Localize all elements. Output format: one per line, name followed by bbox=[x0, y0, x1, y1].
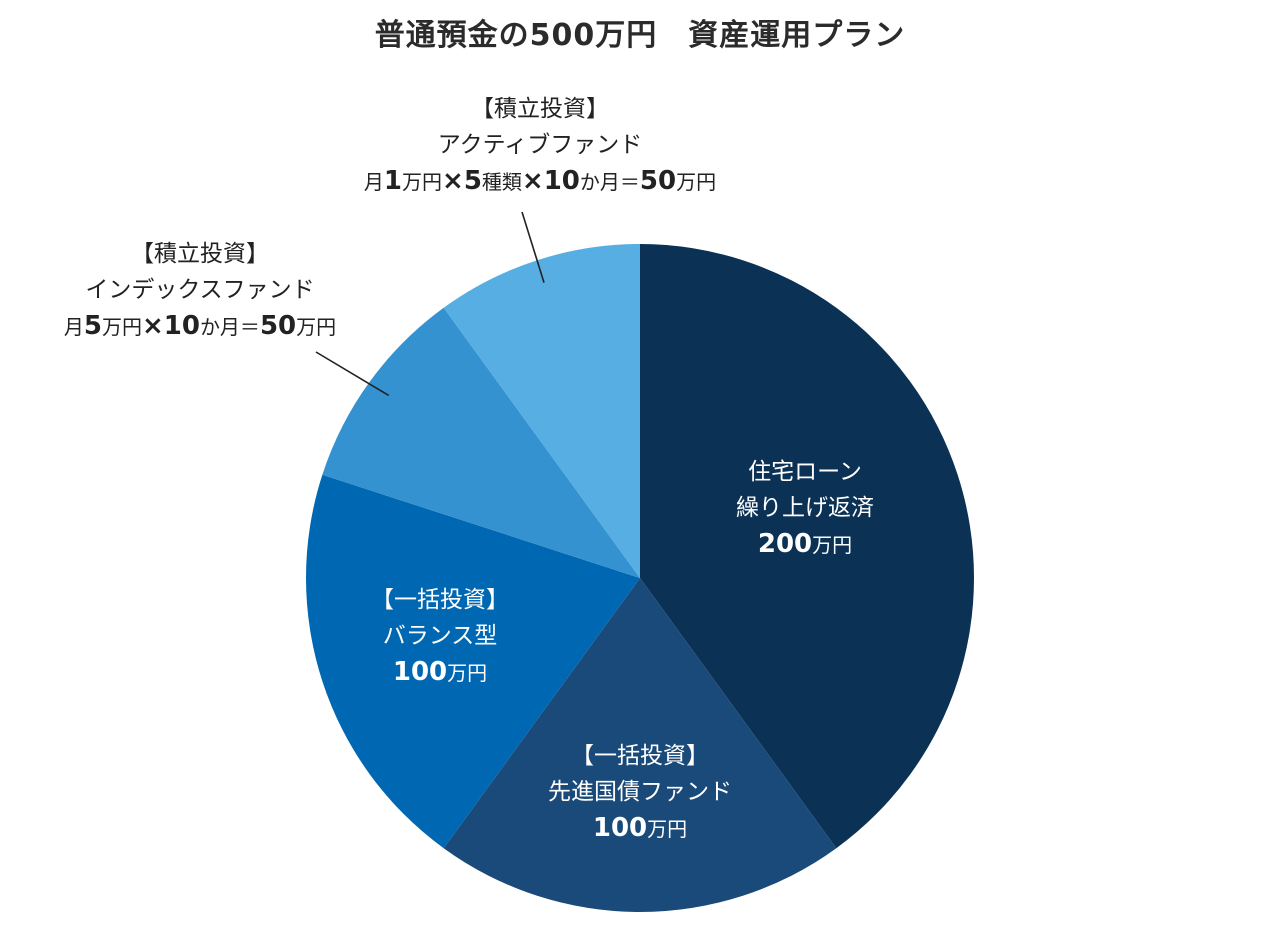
label-index-formula: 月5万円×10か月＝50万円 bbox=[63, 311, 337, 341]
label-bond-line2: 先進国債ファンド bbox=[548, 779, 732, 805]
label-active-formula: 月1万円×5種類×10か月＝50万円 bbox=[363, 166, 717, 196]
chart-title: 普通預金の500万円 資産運用プラン bbox=[374, 18, 906, 53]
pie-slice-bond bbox=[443, 578, 837, 912]
label-index: 【積立投資】 インデックスファンド 月5万円×10か月＝50万円 bbox=[20, 236, 380, 345]
label-index-line1: 【積立投資】 bbox=[131, 241, 269, 267]
label-housing-amount: 200万円 bbox=[757, 529, 853, 559]
label-balance: 【一括投資】 バランス型 100万円 bbox=[340, 582, 540, 691]
label-balance-amount: 100万円 bbox=[392, 657, 488, 687]
label-active-line1: 【積立投資】 bbox=[471, 96, 609, 122]
label-bond-amount: 100万円 bbox=[592, 813, 688, 843]
leader-line-index bbox=[315, 351, 390, 397]
label-bond-line1: 【一括投資】 bbox=[571, 743, 709, 769]
pie-slice-housing bbox=[640, 244, 975, 849]
label-balance-line2: バランス型 bbox=[382, 623, 498, 649]
label-balance-line1: 【一括投資】 bbox=[371, 587, 509, 613]
label-active-line2: アクティブファンド bbox=[437, 132, 643, 158]
pie-slice-index bbox=[322, 307, 640, 578]
label-housing-line2: 繰り上げ返済 bbox=[736, 495, 874, 521]
label-bond: 【一括投資】 先進国債ファンド 100万円 bbox=[520, 738, 760, 847]
label-active: 【積立投資】 アクティブファンド 月1万円×5種類×10か月＝50万円 bbox=[290, 91, 790, 200]
pie-slice-active bbox=[443, 244, 640, 578]
label-index-line2: インデックスファンド bbox=[85, 277, 315, 303]
pie-slice-balance bbox=[306, 474, 640, 849]
label-housing-line1: 住宅ローン bbox=[748, 459, 862, 485]
leader-line-active bbox=[521, 211, 545, 283]
label-housing: 住宅ローン 繰り上げ返済 200万円 bbox=[705, 454, 905, 563]
